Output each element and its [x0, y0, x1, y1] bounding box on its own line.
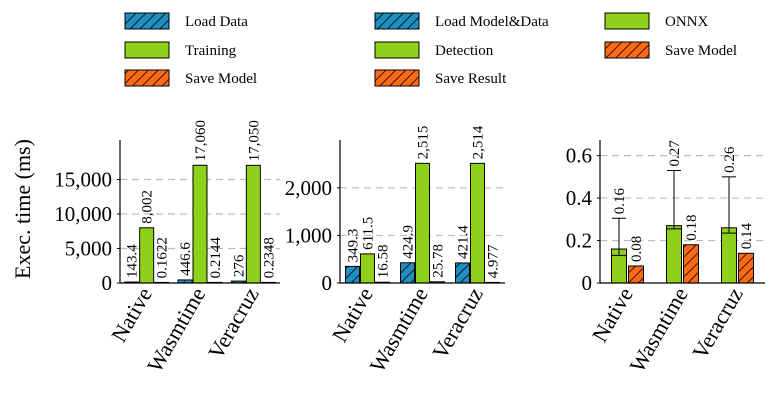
legend-swatch [124, 69, 170, 87]
bar [738, 252, 754, 284]
y-tick-label: 0 [322, 271, 333, 295]
legend: Load Data Training Save Model Load Model&Da… [124, 12, 737, 87]
bar [470, 162, 485, 284]
bar [683, 244, 699, 284]
legend-swatch [124, 41, 170, 59]
legend-label: Training [185, 43, 237, 59]
legend-entry: Save Model [604, 41, 737, 59]
value-label: 2,515 [416, 126, 432, 160]
chart-panel: 00.20.40.60.160.08Native0.270.18Wasmtime… [566, 140, 765, 377]
y-tick-label: 1,000 [285, 223, 332, 247]
bar [721, 227, 737, 284]
value-label: 0.2348 [261, 237, 277, 278]
bar [666, 225, 682, 284]
bar [345, 265, 360, 284]
y-tick-label: 0.4 [566, 186, 593, 210]
y-tick-label: 2,000 [285, 176, 332, 200]
category-label: Veracruz [687, 283, 748, 363]
category-label: Veracruz [427, 283, 488, 363]
value-label: 424.9 [401, 225, 417, 259]
bar [139, 227, 155, 284]
value-label: 17,050 [246, 120, 262, 161]
bar [245, 164, 261, 284]
legend-label: Save Result [435, 71, 507, 87]
value-label: 611.5 [361, 217, 377, 250]
y-axis-label: Exec. time (ms) [10, 139, 35, 279]
value-label: 421.4 [456, 225, 472, 259]
value-label: 0.1622 [155, 237, 171, 278]
legend-entry: Load Model&Data [374, 12, 549, 30]
value-label: 0.14 [739, 223, 755, 250]
legend-entry: Save Result [374, 69, 507, 87]
value-label: 16.58 [376, 244, 392, 278]
value-label: 143.4 [125, 244, 141, 278]
y-tick-label: 0.2 [566, 229, 592, 253]
legend-label: ONNX [665, 14, 708, 30]
legend-label: Save Model [185, 71, 257, 87]
bar [455, 262, 470, 284]
legend-entry: ONNX [604, 12, 708, 30]
value-label: 25.78 [431, 244, 447, 278]
legend-label: Save Model [665, 43, 737, 59]
value-label: 8,002 [140, 190, 156, 224]
bar [415, 162, 430, 284]
legend-swatch [124, 12, 170, 30]
value-label: 0.08 [629, 236, 645, 262]
legend-swatch [374, 69, 420, 87]
value-label: 349.3 [346, 229, 362, 263]
bar [360, 253, 375, 284]
legend-label: Detection [435, 43, 494, 59]
value-label: 0.16 [612, 187, 628, 214]
value-label: 446.6 [178, 242, 194, 276]
legend-entry: Detection [374, 41, 494, 59]
chart-panels: 0 5,000 10,000 15,000 Exec. time (ms) 143.4 8,… [10, 120, 765, 377]
bar [400, 262, 415, 284]
y-tick-label: 10,000 [54, 202, 112, 226]
legend-label: Load Model&Data [435, 14, 549, 30]
legend-swatch [374, 12, 420, 30]
value-label: 0.18 [684, 215, 700, 241]
value-label: 276 [231, 254, 247, 277]
category-label: Native [106, 283, 157, 346]
y-tick-label: 15,000 [54, 168, 112, 192]
legend-swatch [604, 12, 650, 30]
legend-swatch [604, 41, 650, 59]
legend-entry: Training [124, 41, 237, 59]
category-label: Native [327, 283, 378, 346]
bar [192, 164, 208, 284]
value-label: 0.27 [667, 140, 683, 167]
legend-entry: Load Data [124, 12, 248, 30]
value-label: 0.2144 [208, 237, 224, 279]
y-tick-label: 5,000 [65, 237, 112, 261]
y-tick-label: 0.6 [566, 144, 592, 168]
value-label: 17,060 [193, 120, 209, 161]
value-label: 0.26 [722, 146, 738, 173]
value-label: 4.977 [486, 244, 502, 278]
legend-entry: Save Model [124, 69, 257, 87]
value-label: 2,514 [471, 125, 487, 159]
category-label: Native [587, 283, 638, 346]
y-tick-label: 0 [582, 271, 593, 295]
legend-label: Load Data [185, 14, 248, 30]
chart-panel: 0 1,000 2,000 349.3 611.516.58 Native 424.9 2,5… [285, 125, 505, 377]
chart-panel: 0 5,000 10,000 15,000 Exec. time (ms) 143.4 8,… [10, 120, 280, 377]
legend-swatch [374, 41, 420, 59]
y-tick-label: 0 [102, 271, 113, 295]
category-label: Veracruz [203, 283, 264, 363]
bar [628, 265, 644, 284]
